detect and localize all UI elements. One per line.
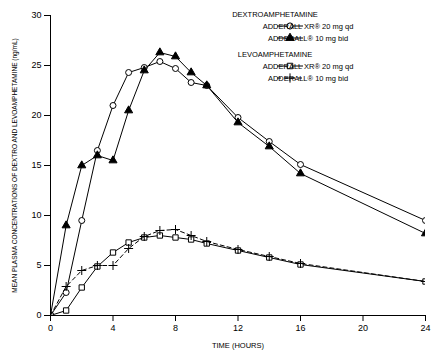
svg-text:20: 20	[358, 323, 368, 333]
svg-text:ADDERALL XR® 20 mg qd: ADDERALL XR® 20 mg qd	[263, 62, 354, 71]
svg-text:0: 0	[36, 310, 41, 320]
svg-text:DEXTROAMPHETAMINE: DEXTROAMPHETAMINE	[232, 10, 318, 19]
svg-text:MEAN PLASMA CONCENTRATIONS OF: MEAN PLASMA CONCENTRATIONS OF DEXTRO AND…	[11, 38, 19, 292]
svg-text:TIME (HOURS): TIME (HOURS)	[212, 341, 265, 350]
svg-text:15: 15	[31, 160, 41, 170]
svg-text:12: 12	[233, 323, 243, 333]
svg-text:ADDERALL® 10 mg bid: ADDERALL® 10 mg bid	[268, 34, 348, 43]
svg-text:16: 16	[295, 323, 305, 333]
svg-text:24: 24	[420, 323, 430, 333]
svg-text:5: 5	[36, 260, 41, 270]
svg-text:25: 25	[31, 60, 41, 70]
svg-text:4: 4	[110, 323, 115, 333]
svg-text:ADDERALL® 10 mg bid: ADDERALL® 10 mg bid	[268, 74, 348, 83]
svg-text:LEVOAMPHETAMINE: LEVOAMPHETAMINE	[238, 50, 312, 59]
svg-text:ADDERALL XR® 20 mg qd: ADDERALL XR® 20 mg qd	[263, 22, 354, 31]
svg-text:10: 10	[31, 210, 41, 220]
svg-text:8: 8	[173, 323, 178, 333]
svg-text:0: 0	[48, 323, 53, 333]
svg-text:30: 30	[31, 10, 41, 20]
svg-text:20: 20	[31, 110, 41, 120]
